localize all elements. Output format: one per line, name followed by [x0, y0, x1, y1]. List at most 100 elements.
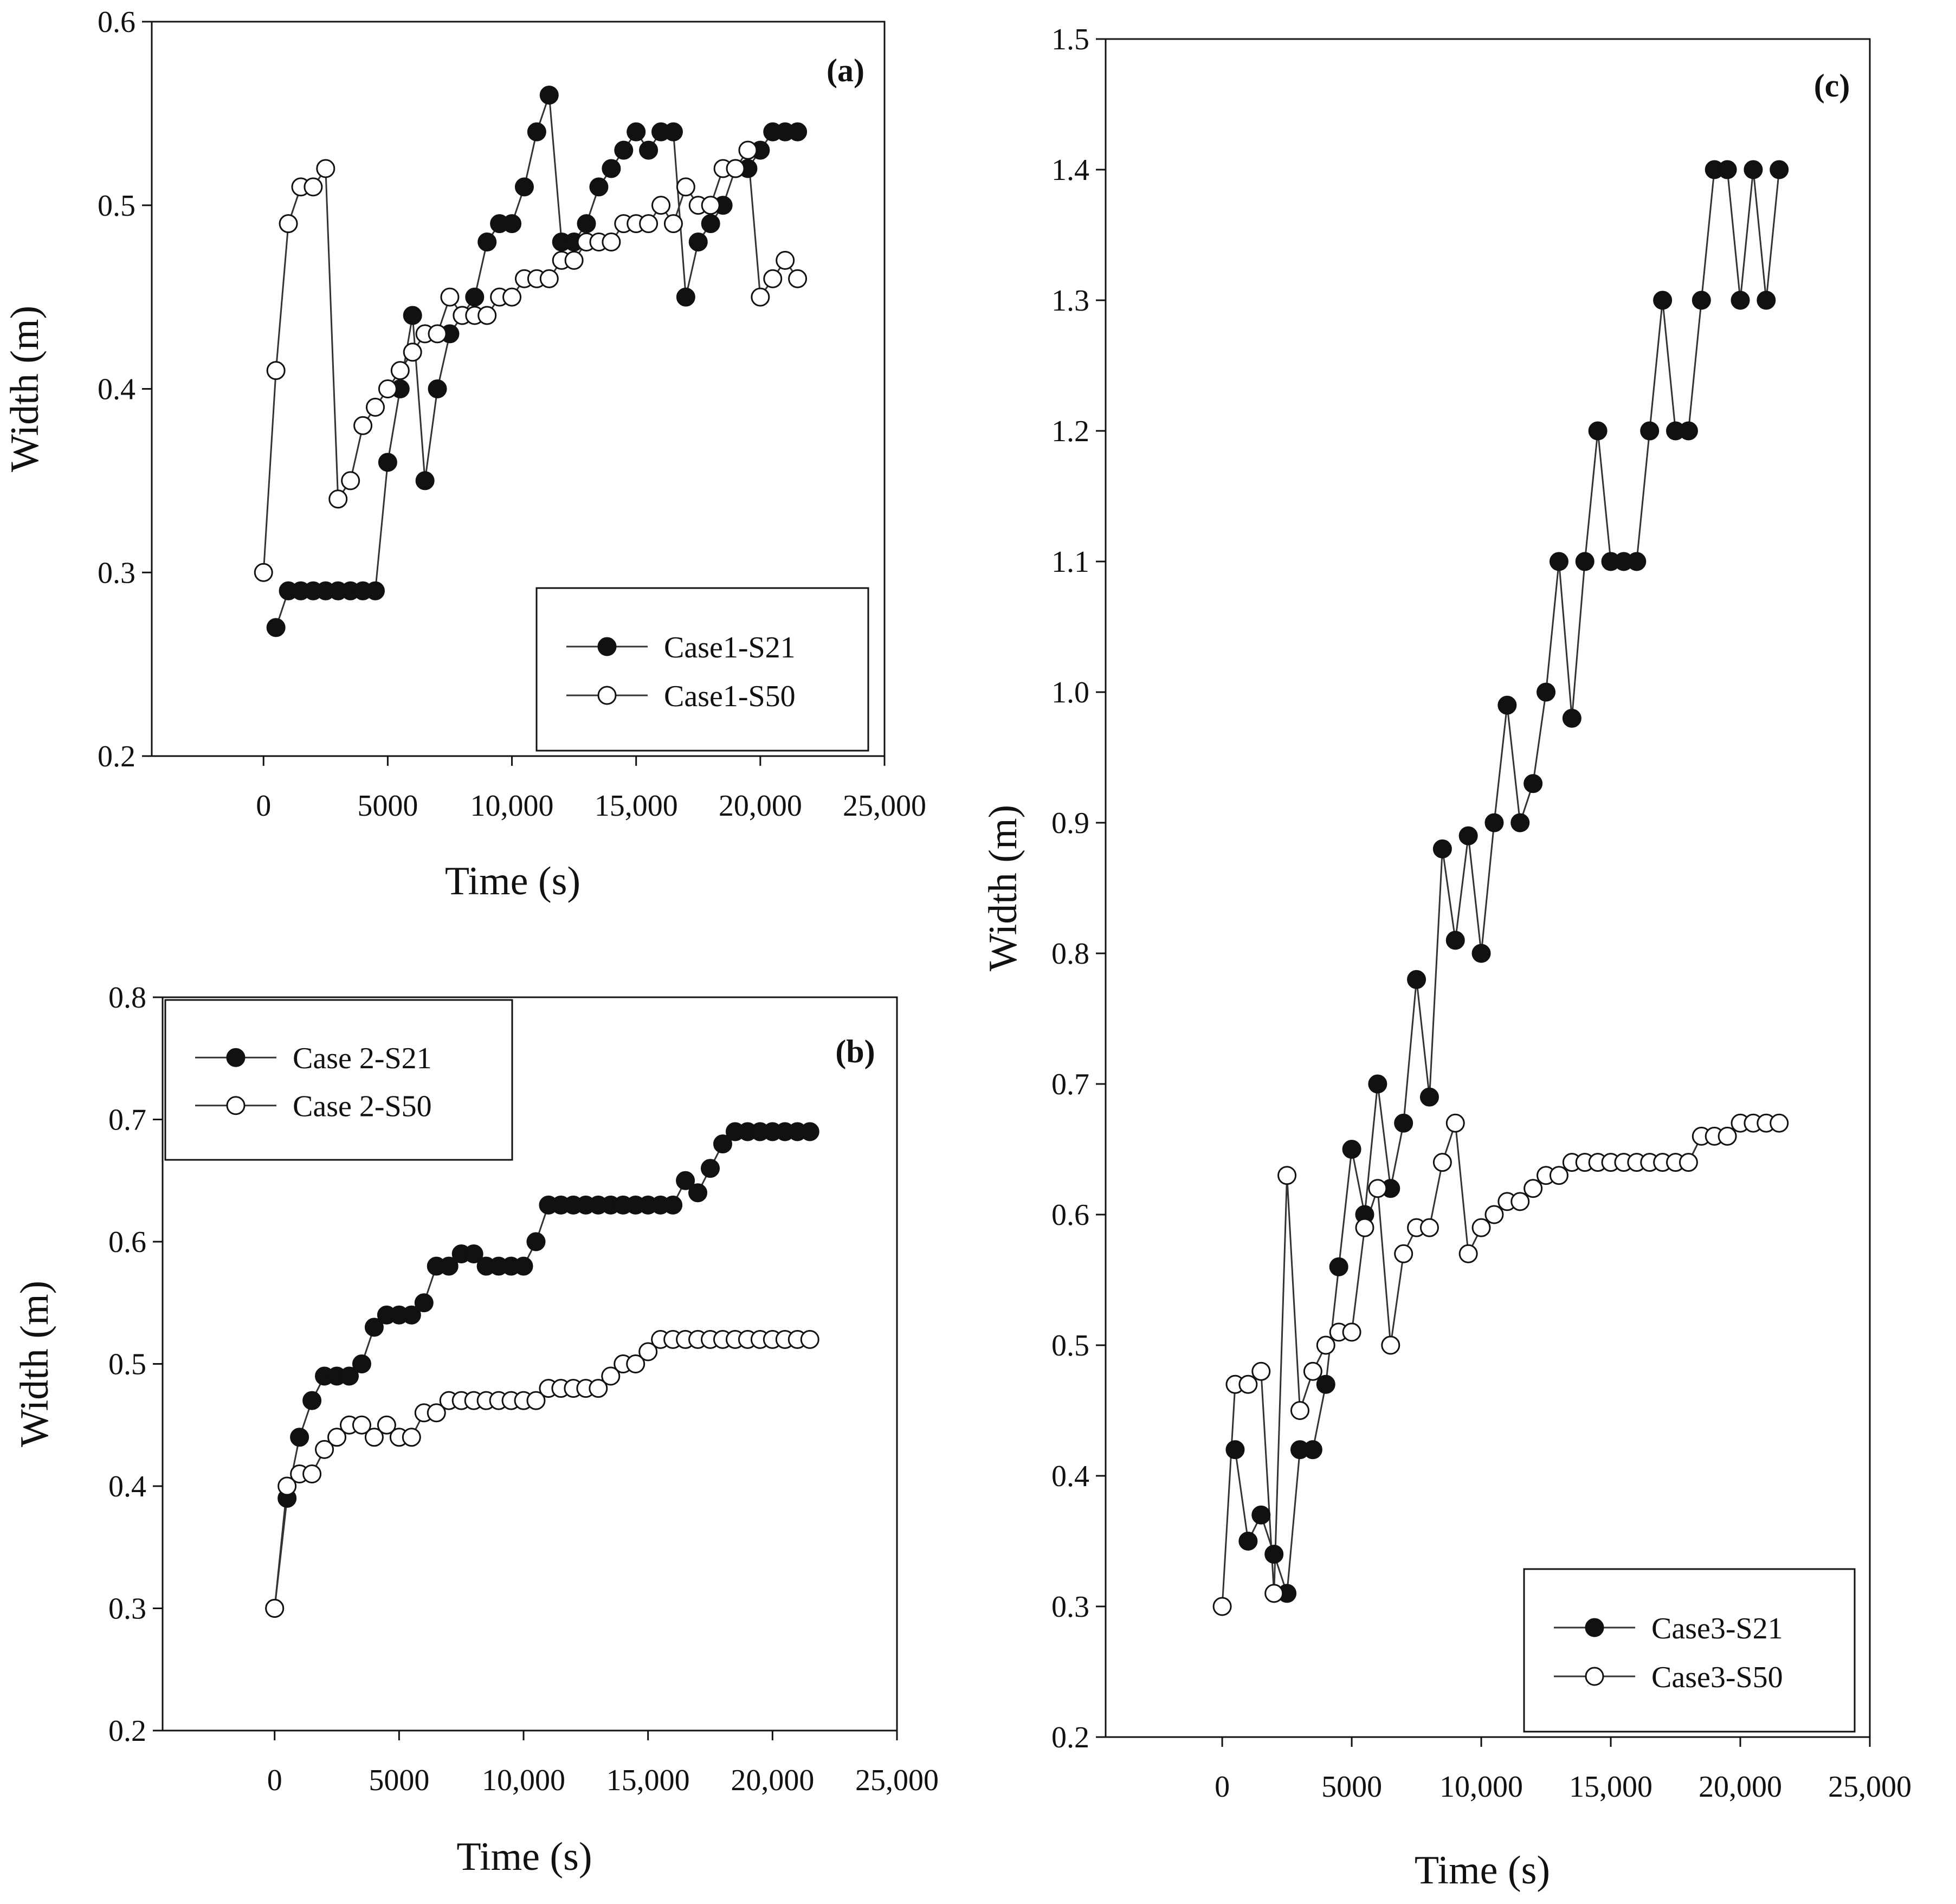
filled-data-point	[539, 86, 559, 105]
open-data-point	[327, 1428, 347, 1447]
panel-label: (b)	[835, 1034, 875, 1069]
filled-data-point	[1238, 1532, 1258, 1551]
x-tick-label: 15,000	[1569, 1770, 1652, 1804]
filled-data-point	[1679, 421, 1698, 441]
open-data-point	[1549, 1166, 1568, 1185]
y-tick-label: 0.4	[1051, 1460, 1089, 1493]
open-data-point	[800, 1329, 819, 1349]
open-data-point	[1277, 1166, 1297, 1185]
legend-label: Case 2-S21	[293, 1042, 432, 1075]
filled-data-point	[1251, 1505, 1271, 1525]
filled-data-point	[1770, 160, 1789, 179]
filled-data-point	[414, 1293, 434, 1313]
open-data-point	[564, 250, 584, 270]
open-data-point	[1316, 1335, 1335, 1355]
filled-data-point	[800, 1122, 819, 1141]
plot-frame	[1105, 38, 1871, 1738]
x-tick-label: 5000	[1321, 1770, 1382, 1804]
y-tick-label: 0.5	[98, 189, 135, 223]
open-data-point	[315, 1440, 334, 1459]
x-tick-label: 0	[256, 789, 271, 823]
chart-panel-b: 0.2 0.3 0.4 0.5 0.6 0.7 0.8 0 5000 10,000 15,000 20…	[12, 981, 939, 1879]
filled-data-point	[514, 1256, 533, 1276]
open-data-point	[316, 159, 335, 178]
y-tick-label: 0.4	[108, 1470, 146, 1503]
open-data-point	[626, 1354, 645, 1373]
open-data-point	[1251, 1361, 1271, 1381]
open-data-point	[1432, 1153, 1452, 1172]
y-tick-label: 0.2	[1051, 1721, 1089, 1754]
legend-label: Case3-S21	[1651, 1612, 1783, 1645]
chart-panel-c: 0.2 0.3 0.4 0.5 0.6 0.7 0.8 0.9 1.0 1.1 1.2 1.3 1.4 1…	[981, 23, 1912, 1893]
open-data-point	[302, 1464, 322, 1483]
filled-data-point	[1264, 1545, 1284, 1564]
open-data-point	[1303, 1361, 1322, 1381]
legend-open-marker	[226, 1096, 246, 1115]
filled-data-point	[502, 214, 522, 234]
y-tick-label: 1.1	[1051, 545, 1089, 579]
open-data-point	[1355, 1218, 1374, 1237]
open-data-point	[602, 233, 621, 251]
open-data-point	[776, 250, 795, 270]
y-tick-label: 0.6	[98, 5, 135, 39]
filled-data-point	[1718, 160, 1737, 179]
filled-data-point	[676, 1171, 695, 1190]
y-tick-label: 0.3	[98, 556, 135, 590]
filled-data-point	[1757, 291, 1776, 310]
x-tick-label: 5000	[357, 789, 418, 823]
x-axis-label: Time (s)	[1415, 1848, 1550, 1893]
chart-panel-a: 0.2 0.3 0.4 0.5 0.6 0 5000 10,000 15,000 20,000 25…	[3, 5, 926, 903]
y-tick-label: 0.8	[1051, 937, 1089, 971]
x-tick-label: 20,000	[731, 1764, 814, 1797]
open-data-point	[751, 287, 770, 307]
open-data-point	[427, 1403, 446, 1423]
y-tick-label: 1.0	[1051, 676, 1089, 709]
filled-data-point	[526, 1232, 546, 1251]
open-data-point	[526, 1391, 546, 1410]
filled-data-point	[1342, 1140, 1361, 1159]
open-data-point	[651, 196, 671, 215]
filled-data-point	[1549, 552, 1568, 571]
filled-data-point	[464, 1244, 483, 1264]
x-tick-label: 25,000	[843, 789, 926, 823]
filled-data-point	[663, 122, 683, 141]
filled-data-point	[1692, 291, 1711, 310]
filled-data-point	[465, 287, 485, 307]
filled-data-point	[514, 177, 534, 197]
legend-filled-marker	[226, 1048, 246, 1067]
open-data-point	[1342, 1322, 1361, 1342]
filled-data-point	[1497, 695, 1517, 715]
filled-data-point	[627, 122, 646, 141]
open-data-point	[1510, 1192, 1530, 1211]
filled-data-point	[428, 379, 447, 398]
legend-open-marker	[1585, 1667, 1604, 1686]
open-data-point	[1419, 1218, 1439, 1237]
x-axis-label: Time (s)	[445, 859, 580, 903]
filled-data-point	[701, 1159, 720, 1178]
open-data-point	[1679, 1153, 1698, 1172]
y-axis-label: Width (m)	[12, 1281, 57, 1447]
filled-data-point	[1484, 813, 1504, 832]
y-tick-label: 0.9	[1051, 806, 1089, 840]
y-tick-label: 0.5	[108, 1348, 146, 1382]
filled-data-point	[1419, 1087, 1439, 1107]
open-data-point	[738, 140, 758, 160]
filled-data-point	[339, 1366, 359, 1386]
filled-data-point	[402, 1305, 421, 1325]
x-tick-label: 15,000	[606, 1764, 690, 1797]
y-axis-label: Width (m)	[3, 306, 47, 472]
open-data-point	[254, 563, 273, 582]
open-data-point	[1290, 1401, 1309, 1420]
filled-data-point	[1368, 1074, 1387, 1094]
filled-data-point	[364, 1318, 384, 1337]
x-tick-label: 25,000	[855, 1764, 939, 1797]
open-data-point	[378, 379, 397, 398]
x-tick-label: 10,000	[470, 789, 554, 823]
filled-data-point	[614, 140, 634, 160]
legend-box	[164, 999, 513, 1161]
open-data-point	[364, 1428, 384, 1447]
filled-data-point	[688, 233, 708, 251]
filled-data-point	[1510, 813, 1530, 832]
open-data-point	[726, 159, 745, 178]
